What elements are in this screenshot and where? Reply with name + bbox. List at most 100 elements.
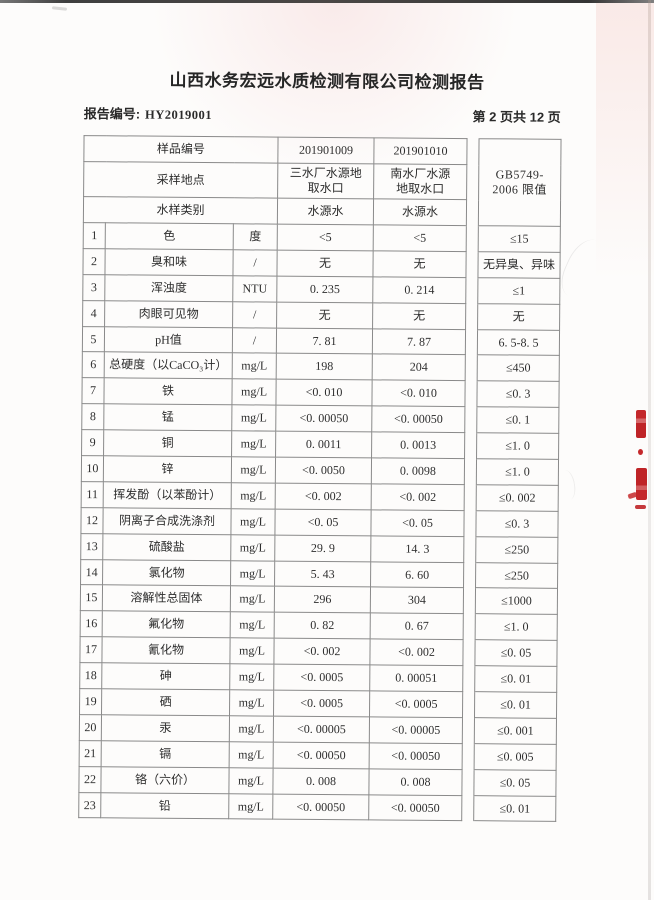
row-index: 17: [79, 636, 103, 663]
table-row: 3 浑浊度 NTU 0. 235 0. 214 ≤1: [82, 274, 560, 305]
table-row: 9 铜 mg/L 0. 0011 0. 0013 ≤1. 0: [81, 429, 559, 460]
scan-top-edge: [0, 0, 654, 3]
parameter-unit: mg/L: [230, 508, 276, 535]
sample-no-label: 样品编号: [83, 135, 279, 164]
row-index: 14: [80, 559, 103, 586]
sample2-value: <0. 0005: [369, 690, 463, 718]
gap-cell: [464, 406, 477, 433]
parameter-name: 浑浊度: [104, 274, 233, 302]
parameter-unit: mg/L: [232, 353, 277, 380]
limit-value: ≤250: [475, 562, 558, 589]
parameter-unit: mg/L: [231, 430, 276, 458]
table-row: 4 肉眼可见物 / 无 无 无: [82, 300, 560, 330]
header-row-sample-no: 样品编号 201901009 201901010 GB5749- 2006 限值: [83, 135, 562, 227]
parameter-unit: mg/L: [231, 404, 276, 432]
sample2-value: <0. 00050: [369, 742, 463, 770]
report-meta: 报告编号: HY2019001 第 2 页共 12 页: [84, 103, 561, 127]
parameter-name: 臭和味: [104, 248, 234, 276]
sample2-value: 0. 00051: [369, 664, 463, 692]
gap-cell: [461, 795, 474, 822]
limit-value: ≤0. 01: [473, 795, 556, 822]
parameter-unit: mg/L: [229, 715, 274, 742]
row-index: 8: [81, 403, 104, 430]
table-row: 17 氰化物 mg/L <0. 002 <0. 002 ≤0. 05: [79, 636, 558, 667]
parameter-unit: /: [232, 327, 277, 354]
gap-cell: [464, 432, 477, 459]
table-row: 15 溶解性总固体 mg/L 296 304 ≤1000: [80, 585, 558, 615]
parameter-name: 汞: [101, 714, 230, 742]
sample2-value: 0. 214: [372, 276, 466, 304]
sample1-value: 29. 9: [274, 534, 371, 562]
gap-cell: [463, 588, 476, 615]
row-index: 10: [81, 455, 104, 482]
sample1-location: 三水厂水源地 取水口: [277, 163, 374, 199]
gap-cell: [462, 717, 475, 744]
sample1-value: 无: [276, 250, 374, 277]
limit-standard-header: GB5749- 2006 限值: [478, 138, 562, 227]
sample2-value: 无: [372, 250, 467, 278]
sample1-value: 0. 82: [274, 612, 371, 640]
table-row: 6 总硬度（以CaCO₃计） mg/L 198 204 ≤450: [82, 352, 560, 382]
parameter-unit: mg/L: [229, 663, 274, 691]
red-stamp-fragment: [636, 468, 647, 500]
row-index: 19: [79, 688, 102, 715]
limit-value: ≤0. 1: [476, 406, 559, 434]
sample1-number: 201901009: [277, 137, 375, 164]
sample2-value: <0. 002: [371, 483, 465, 511]
sample1-value: 7. 81: [276, 327, 373, 355]
gap-cell: [464, 380, 478, 407]
scan-tint: [596, 0, 654, 330]
parameter-unit: mg/L: [230, 612, 275, 639]
gap-cell: [461, 769, 475, 796]
row-index: 3: [82, 274, 105, 301]
row-index: 20: [79, 714, 102, 741]
page-indicator: 第 2 页共 12 页: [472, 109, 561, 125]
limit-value: ≤450: [477, 355, 560, 382]
parameter-name: 氯化物: [102, 559, 231, 587]
gap-column: [466, 138, 480, 226]
location-label: 采样地点: [83, 161, 278, 199]
row-index: 22: [78, 766, 102, 793]
parameter-name: pH值: [104, 326, 233, 354]
gap-cell: [465, 251, 479, 278]
sample2-value: 204: [372, 354, 466, 381]
parameter-name: 铬（六价）: [100, 766, 230, 794]
table-row: 12 阴离子合成洗涤剂 mg/L <0. 05 <0. 05 ≤0. 3: [80, 507, 559, 538]
row-index: 21: [79, 740, 102, 767]
table-row: 22 铬（六价） mg/L 0. 008 0. 008 ≤0. 05: [78, 766, 557, 796]
limit-value: ≤1. 0: [476, 458, 559, 486]
parameter-name: 铜: [103, 429, 232, 457]
sample2-value: 无: [372, 302, 466, 330]
row-index: 6: [82, 352, 105, 379]
parameter-name: 阴离子合成洗涤剂: [102, 507, 232, 535]
category-label: 水样类别: [83, 196, 278, 225]
sample2-location: 南水厂水源 地取水口: [373, 163, 467, 200]
sample2-value: 14. 3: [370, 535, 464, 563]
limit-value: ≤1. 0: [476, 432, 559, 460]
red-stamp-fragment: [638, 449, 643, 455]
sample2-value: <5: [373, 224, 467, 252]
row-index: 18: [79, 662, 102, 689]
parameter-unit: mg/L: [230, 560, 275, 587]
sample1-value: 0. 0011: [275, 431, 372, 458]
row-index: 16: [80, 610, 103, 638]
gap-cell: [462, 665, 475, 692]
sample1-value: <0. 0005: [273, 690, 370, 717]
table-row: 11 挥发酚（以苯酚计） mg/L <0. 002 <0. 002 ≤0. 00…: [81, 481, 559, 512]
row-index: 15: [80, 585, 103, 612]
gap-cell: [465, 329, 478, 356]
limit-value: ≤0. 001: [474, 717, 557, 745]
limit-value: ≤250: [475, 536, 558, 563]
sample2-value: <0. 00050: [368, 794, 462, 822]
sample2-value: 304: [370, 587, 464, 614]
limit-value: ≤15: [478, 225, 561, 253]
sample2-value: <0. 002: [369, 639, 464, 666]
parameter-unit: NTU: [232, 275, 277, 302]
sample1-value: 198: [276, 353, 373, 381]
sample2-category: 水源水: [373, 198, 467, 226]
sample2-value: 0. 67: [370, 613, 464, 640]
sample1-value: <0. 00050: [272, 793, 369, 821]
sample2-value: 7. 87: [372, 328, 466, 356]
sample1-value: <0. 002: [273, 638, 371, 665]
sample1-value: 0. 235: [276, 275, 373, 303]
